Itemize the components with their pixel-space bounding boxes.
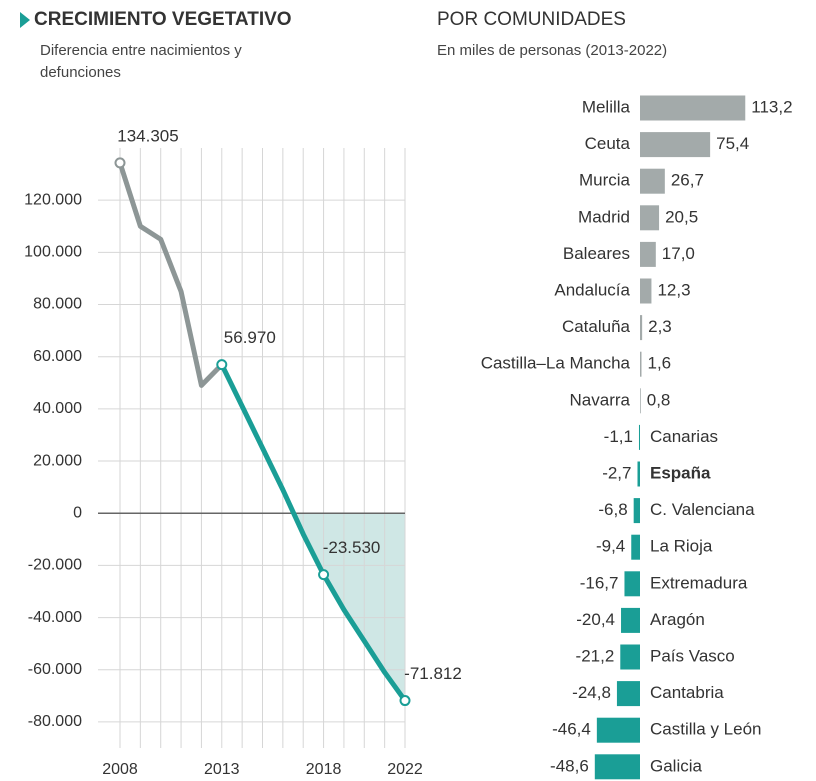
category-label: Galicia (650, 756, 703, 775)
category-label: Murcia (579, 171, 631, 190)
y-tick-label: -40.000 (28, 609, 82, 626)
point (318, 569, 330, 581)
data-label: 113,2 (751, 97, 792, 116)
bar (596, 717, 640, 743)
chart-title: POR COMUNIDADES (437, 9, 626, 30)
bar (640, 95, 746, 121)
x-tick-label: 2022 (387, 761, 423, 778)
y-tick-label: 120.000 (24, 191, 82, 208)
y-tick-label: 0 (73, 504, 82, 521)
category-label: Navarra (570, 390, 631, 409)
point (216, 359, 228, 371)
bar (616, 681, 640, 707)
data-label: -23.530 (323, 538, 381, 557)
data-label: 17,0 (662, 244, 695, 263)
x-tick-label: 2013 (204, 761, 240, 778)
data-label: 2,3 (648, 317, 672, 336)
category-label: Castilla–La Mancha (481, 354, 631, 373)
data-label: 134.305 (117, 126, 178, 145)
data-label: 1,6 (647, 354, 671, 373)
bar (631, 534, 640, 560)
chart-subtitle: En miles de personas (2013-2022) (437, 42, 668, 59)
category-label: Ceuta (585, 134, 631, 153)
category-label: La Rioja (650, 537, 713, 556)
category-label: Andalucía (554, 280, 630, 299)
bar (624, 571, 640, 597)
bar (640, 241, 656, 267)
category-label: Melilla (582, 97, 631, 116)
x-tick-label: 2008 (102, 761, 138, 778)
bar (640, 205, 660, 231)
y-tick-label: 40.000 (33, 400, 82, 417)
data-label: -24,8 (572, 683, 611, 702)
title-marker (20, 12, 30, 28)
bar (638, 424, 640, 450)
bar (633, 498, 640, 524)
y-tick-label: -60.000 (28, 661, 82, 678)
data-label: -2,7 (602, 463, 631, 482)
category-label: Baleares (563, 244, 630, 263)
bar (640, 168, 665, 194)
data-label: -9,4 (596, 537, 625, 556)
data-label: 26,7 (671, 171, 704, 190)
line (219, 363, 408, 703)
y-tick-label: 100.000 (24, 244, 82, 261)
bar (620, 644, 640, 670)
chart-subtitle: Diferencia entre nacimientos y defuncion… (40, 42, 242, 81)
y-tick-label: 80.000 (33, 296, 82, 313)
data-label: -46,4 (552, 720, 591, 739)
point (399, 695, 411, 707)
data-label: -71.812 (404, 664, 462, 683)
data-label: 75,4 (716, 134, 749, 153)
bar (594, 754, 640, 780)
bar (621, 607, 640, 633)
data-label: 56.970 (224, 328, 276, 347)
data-label: 0,8 (647, 390, 671, 409)
chart-title: CRECIMIENTO VEGETATIVO (34, 9, 292, 30)
bar (640, 278, 652, 304)
data-label: -21,2 (576, 646, 615, 665)
data-label: -48,6 (550, 756, 589, 775)
data-label: -20,4 (576, 610, 615, 629)
category-label: Cantabria (650, 683, 724, 702)
y-tick-label: -20.000 (28, 557, 82, 574)
category-label: Castilla y León (650, 720, 762, 739)
line (117, 162, 224, 388)
data-label: -16,7 (580, 573, 619, 592)
bar (640, 132, 711, 158)
x-tick-label: 2018 (306, 761, 342, 778)
bar (640, 351, 642, 377)
category-label: País Vasco (650, 646, 735, 665)
data-label: -6,8 (598, 500, 627, 519)
negative-area (293, 513, 405, 701)
category-label: Cataluña (562, 317, 631, 336)
data-label: 12,3 (657, 280, 690, 299)
y-tick-label: -80.000 (28, 713, 82, 730)
data-label: -1,1 (604, 427, 633, 446)
category-label: C. Valenciana (650, 500, 755, 519)
category-label: Aragón (650, 610, 705, 629)
category-label: Madrid (578, 207, 630, 226)
bar (640, 388, 641, 414)
data-label: 20,5 (665, 207, 698, 226)
y-tick-label: 20.000 (33, 452, 82, 469)
category-label: España (650, 463, 711, 482)
y-tick-label: 60.000 (33, 348, 82, 365)
bar (640, 315, 643, 341)
bar (637, 461, 640, 487)
category-label: Canarias (650, 427, 718, 446)
point (114, 157, 126, 169)
category-label: Extremadura (650, 573, 748, 592)
